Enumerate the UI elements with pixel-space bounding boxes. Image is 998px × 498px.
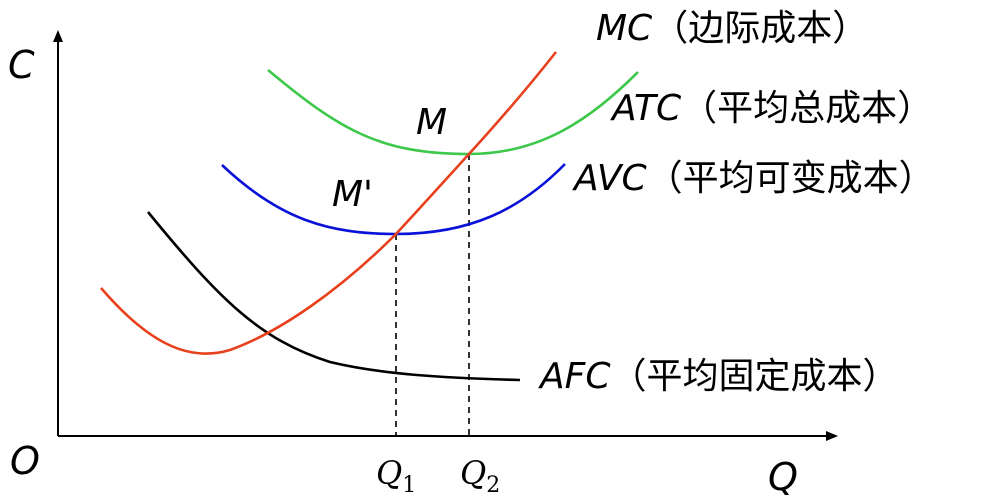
mc-label: MC（边际成本） — [596, 8, 868, 49]
q2-label: Q2 — [460, 454, 500, 498]
q2-label-sub: 2 — [486, 473, 500, 498]
origin-label: O — [10, 439, 40, 483]
q1-label-sub: 1 — [402, 473, 416, 498]
afc-curve — [146, 211, 521, 382]
point-m-prime-label: M' — [332, 174, 373, 215]
afc-label-desc: （平均固定成本） — [610, 356, 898, 397]
avc-label-desc: （平均可变成本） — [647, 158, 935, 199]
q1-label: Q1 — [376, 454, 416, 498]
mc-label-desc: （边际成本） — [652, 8, 868, 49]
y-axis-label: C — [8, 43, 35, 87]
mc-curve — [100, 51, 558, 355]
afc-label-abbr: AFC — [538, 356, 611, 397]
avc-label: AVC（平均可变成本） — [572, 158, 935, 199]
q2-label-base: Q — [460, 454, 486, 492]
atc-label: ATC（平均总成本） — [610, 88, 933, 129]
atc-curve — [267, 69, 639, 156]
point-m-label: M — [416, 102, 447, 143]
x-axis-label: Q — [768, 455, 798, 498]
afc-label: AFC（平均固定成本） — [538, 356, 899, 397]
avc-curve — [221, 163, 566, 236]
avc-label-abbr: AVC — [572, 158, 647, 199]
q1-label-base: Q — [376, 454, 402, 492]
mc-label-abbr: MC — [596, 8, 653, 49]
atc-label-desc: （平均总成本） — [681, 88, 933, 129]
atc-label-abbr: ATC — [610, 88, 682, 129]
